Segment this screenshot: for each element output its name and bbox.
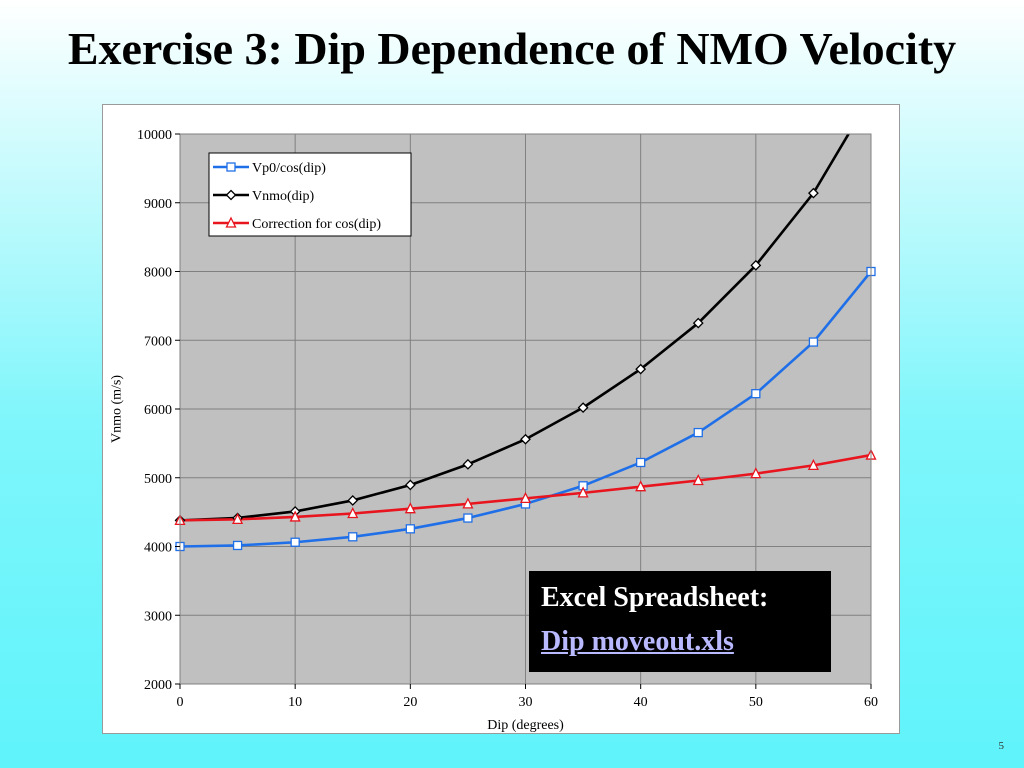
data-point-correction-for-cos-dip [519,491,532,504]
legend-marker-vp0-cos-dip [226,162,236,172]
x-tick-labels: 0 10 20 30 40 50 60 [177,684,878,710]
data-point-vnmo-dip [577,402,589,414]
y-tick-label: 9000 [144,197,172,212]
data-point-vnmo-dip [635,363,647,375]
x-tick-label: 0 [177,695,184,710]
data-point-vnmo-dip [807,187,819,199]
slide-number: 5 [998,740,1005,752]
x-tick-label: 10 [288,695,302,710]
excel-spreadsheet-box: Excel Spreadsheet: Dip moveout.xls [529,571,831,672]
data-point-vp0-cos-dip [693,427,703,438]
data-point-correction-for-cos-dip [232,512,244,524]
x-tick-label: 20 [403,695,417,710]
y-tick-label: 4000 [144,541,172,556]
slide-title: Exercise 3: Dip Dependence of NMO Veloci… [67,23,957,74]
data-point-correction-for-cos-dip [404,502,416,514]
data-point-correction-for-cos-dip [635,480,647,492]
excel-heading: Excel Spreadsheet: [541,582,769,613]
x-tick-label: 60 [864,695,878,710]
legend-marker-correction-for-cos-dip [225,216,237,228]
legend-label-correction-for-cos-dip: Correction for cos(dip) [252,217,381,232]
data-point-vp0-cos-dip [405,524,415,534]
legend-label-vp0-cos-dip: Vp0/cos(dip) [252,161,326,176]
y-tick-label: 8000 [144,266,172,281]
data-point-vp0-cos-dip [232,540,243,551]
data-point-vp0-cos-dip [348,532,358,542]
data-point-correction-for-cos-dip [750,467,762,479]
data-point-correction-for-cos-dip [577,486,589,498]
legend: Vp0/cos(dip) Vnmo(dip) Correction for cos(… [208,152,412,237]
legend-label-vnmo-dip: Vnmo(dip) [252,189,315,204]
y-tick-labels: 2000 3000 4000 5000 6000 7000 8000 9000 10000 [137,128,180,693]
data-point-vp0-cos-dip [290,537,300,547]
data-point-vp0-cos-dip [636,457,646,468]
data-point-vnmo-dip [462,458,474,470]
x-axis-label: Dip (degrees) [487,718,564,733]
data-point-vp0-cos-dip [808,337,819,347]
y-tick-label: 6000 [144,403,172,418]
data-point-vnmo-dip [520,433,531,445]
y-tick-label: 5000 [144,472,172,487]
chart-frame: 2000 3000 4000 5000 6000 7000 8000 9000 10000 0 1… [102,104,900,734]
y-tick-label: 7000 [144,334,172,349]
series-markers [174,187,877,552]
dip-moveout-xls-link[interactable]: Dip moveout.xls [541,626,734,657]
data-point-vnmo-dip [404,479,416,491]
data-point-correction-for-cos-dip [462,497,474,509]
data-point-vp0-cos-dip [463,513,473,523]
data-point-vnmo-dip [750,259,762,271]
y-tick-label: 2000 [144,678,172,693]
y-tick-label: 10000 [137,128,172,143]
data-point-vnmo-dip [347,495,359,506]
y-axis-label: Vnmo (m/s) [110,375,125,443]
data-point-correction-for-cos-dip [807,458,819,471]
data-point-vnmo-dip [692,317,704,329]
line-chart: 2000 3000 4000 5000 6000 7000 8000 9000 10000 0 1… [110,128,879,733]
x-tick-label: 30 [519,695,533,710]
data-point-correction-for-cos-dip [347,507,359,519]
x-tick-label: 40 [634,695,648,710]
data-point-vp0-cos-dip [751,389,761,399]
legend-marker-vnmo-dip [225,189,237,201]
data-point-correction-for-cos-dip [692,474,704,486]
data-point-correction-for-cos-dip [289,510,301,522]
y-tick-label: 3000 [144,609,172,624]
x-tick-label: 50 [749,695,763,710]
